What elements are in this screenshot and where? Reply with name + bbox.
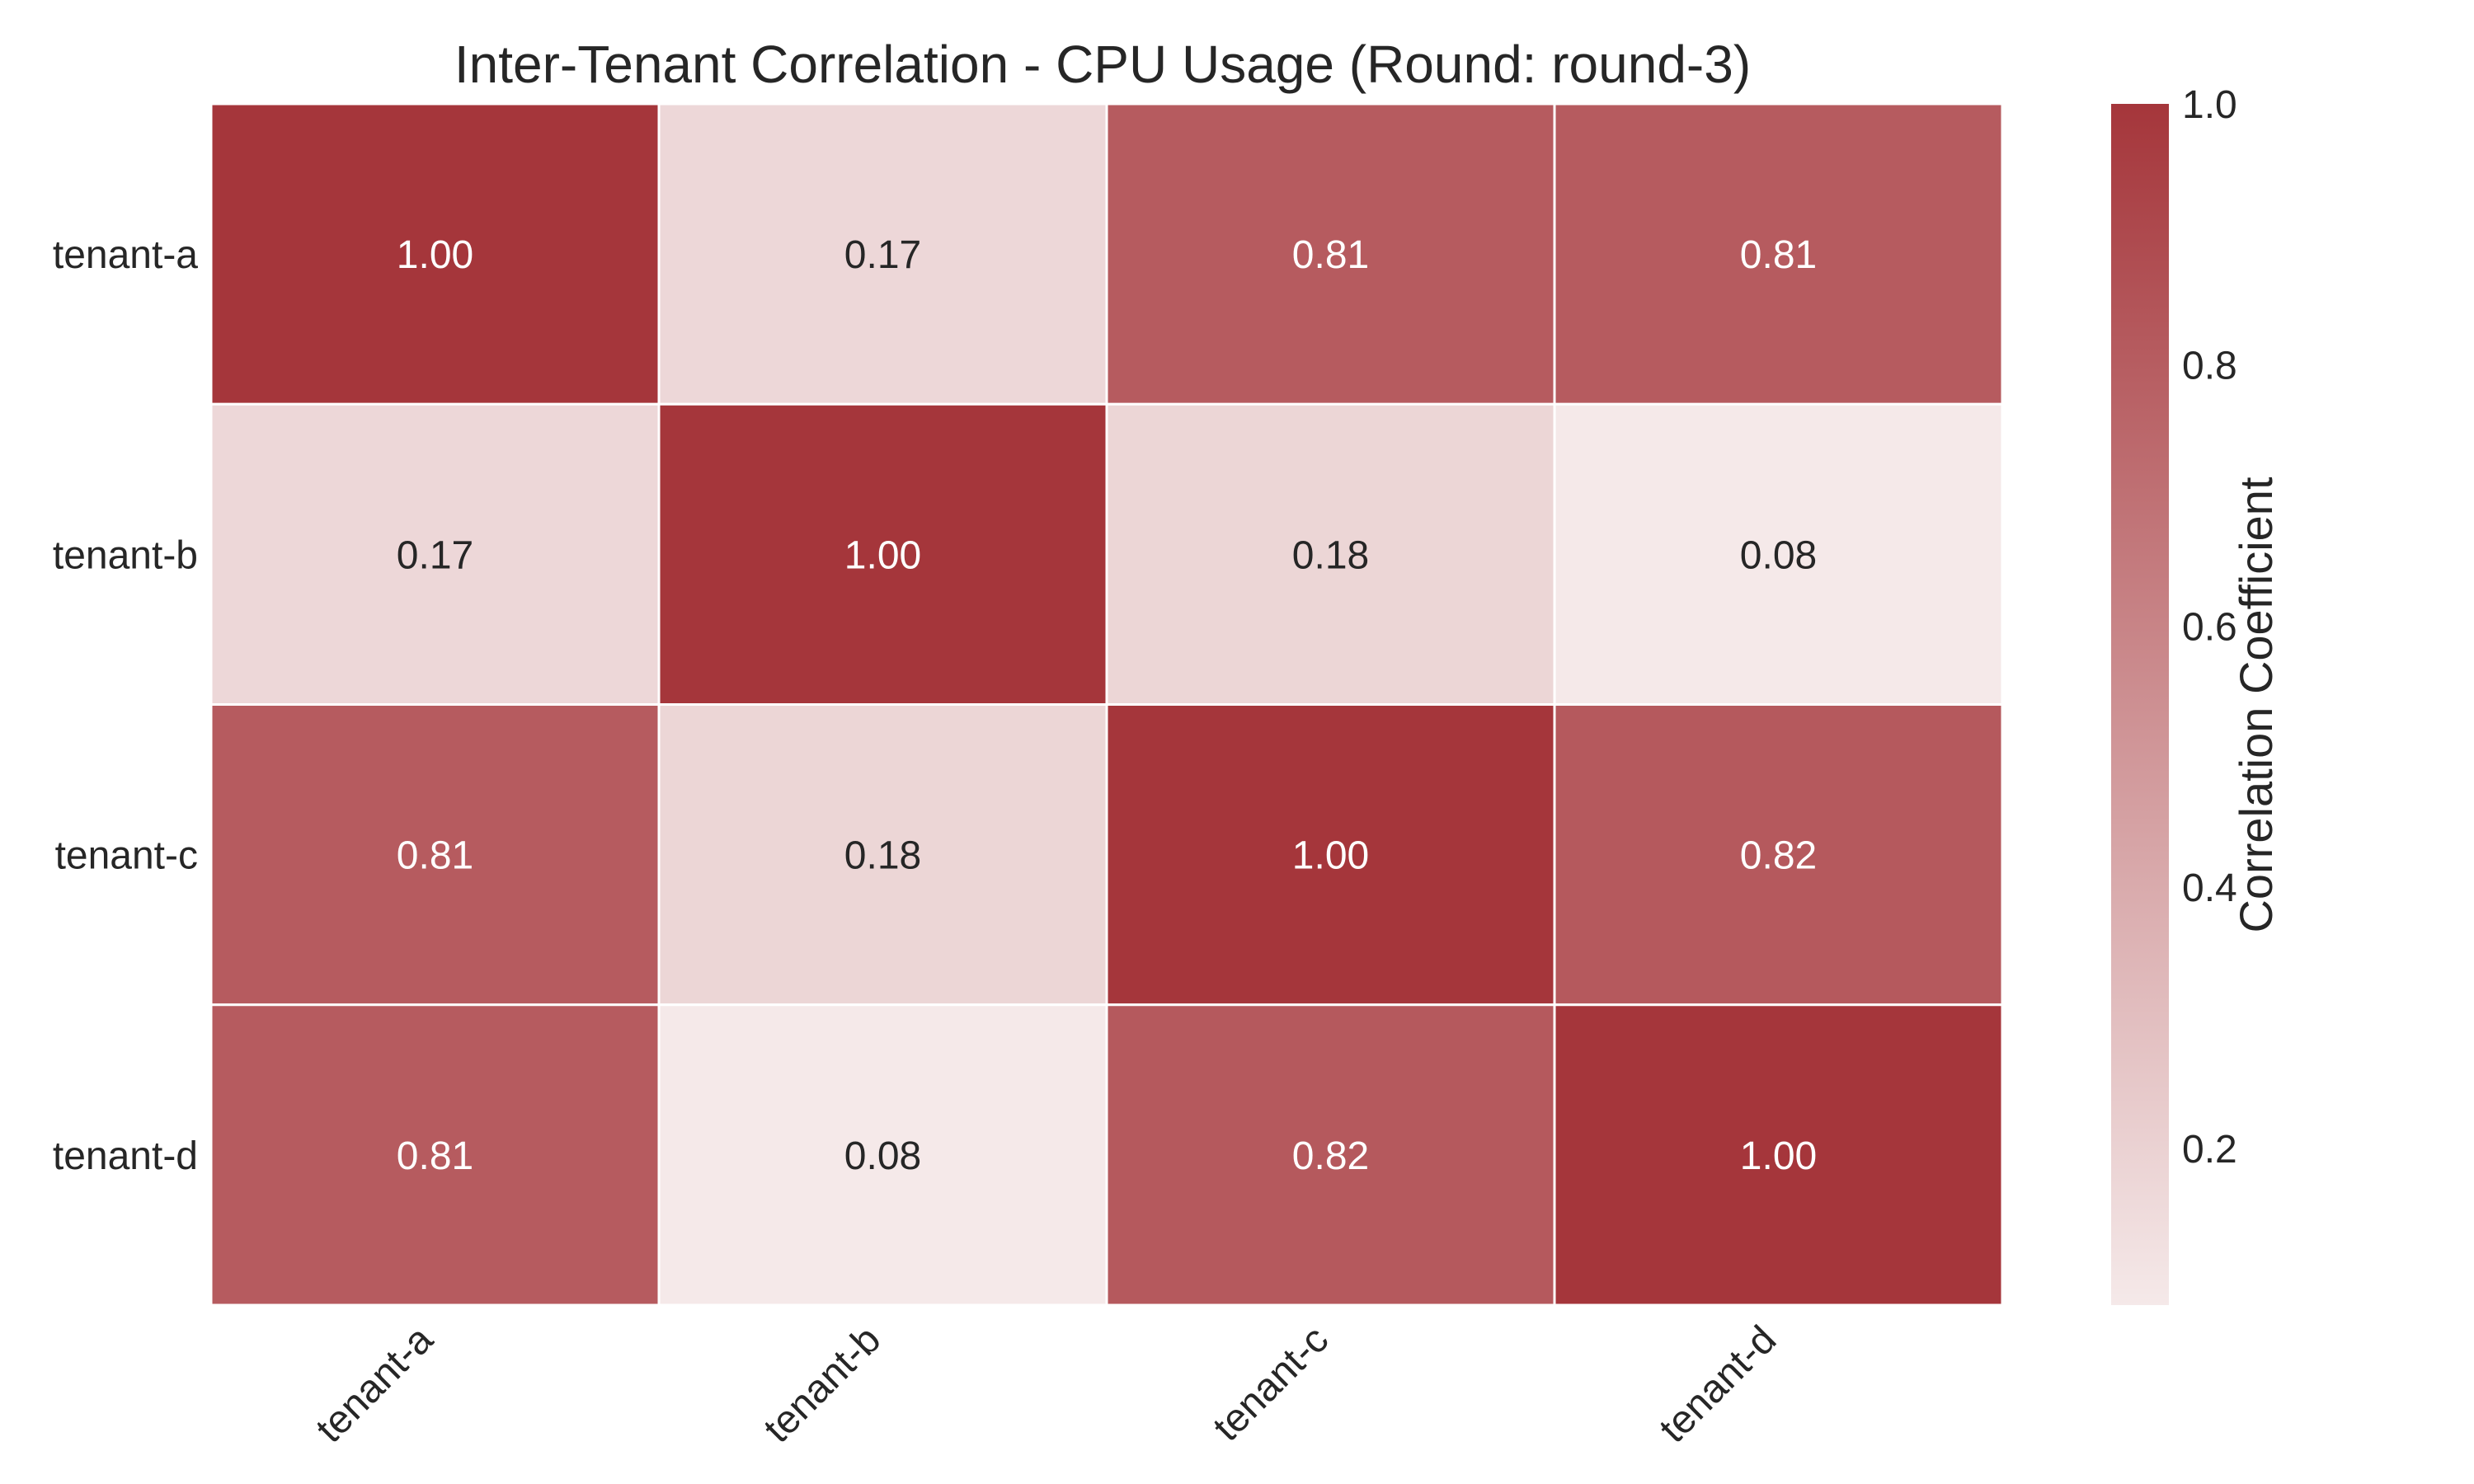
- cell-value-label: 0.81: [397, 1134, 473, 1178]
- cell-value-label: 0.81: [397, 834, 473, 878]
- colorbar-tick-label: 0.2: [2182, 1128, 2237, 1172]
- heatmap-cell-tenant-a-tenant-b: [657, 102, 1108, 406]
- cell-value-label: 0.82: [1740, 834, 1817, 878]
- cell-value-label: 0.17: [397, 533, 473, 577]
- cell-value-label: 0.08: [844, 1134, 921, 1178]
- heatmap-cell-tenant-b-tenant-c: [1105, 402, 1556, 706]
- row-tick-labels: tenant-a tenant-b tenant-c tenant-d: [53, 233, 198, 1178]
- column-tick-labels: tenant-a tenant-b tenant-c tenant-d: [308, 1317, 1785, 1451]
- heatmap-cells: 1.00 0.17 0.81 0.81 0.17 1.00 0.18 0.08 0.81 0.18…: [209, 102, 2004, 1307]
- cell-value-label: 0.08: [1740, 533, 1817, 577]
- cell-value-label: 1.00: [844, 533, 921, 577]
- row-tick-label: tenant-d: [53, 1134, 198, 1178]
- colorbar-tick-label: 0.6: [2182, 605, 2237, 649]
- cell-value-label: 0.81: [1292, 233, 1369, 277]
- heatmap-cell-tenant-d-tenant-c: [1105, 1003, 1556, 1307]
- heatmap-cell-tenant-c-tenant-b: [657, 703, 1108, 1007]
- chart-title: Inter-Tenant Correlation - CPU Usage (Ro…: [454, 35, 1751, 94]
- heatmap-cell-tenant-d-tenant-d: [1553, 1003, 2004, 1307]
- colorbar-tick-label: 1.0: [2182, 83, 2237, 127]
- colorbar-tick-label: 0.8: [2182, 345, 2237, 388]
- colorbar: 0.2 0.4 0.6 0.8 1.0: [2111, 83, 2237, 1305]
- cell-value-label: 1.00: [397, 233, 473, 277]
- column-tick-label: tenant-a: [308, 1317, 441, 1451]
- heatmap-cell-tenant-d-tenant-b: [657, 1003, 1108, 1307]
- cell-value-label: 0.82: [1292, 1134, 1369, 1178]
- colorbar-label: Correlation Coefficient: [2230, 477, 2282, 932]
- heatmap-cell-tenant-c-tenant-d: [1553, 703, 2004, 1007]
- cell-value-label: 0.17: [844, 233, 921, 277]
- cell-value-label: 0.18: [1292, 533, 1369, 577]
- row-tick-label: tenant-c: [55, 834, 198, 878]
- colorbar-gradient: [2111, 104, 2169, 1305]
- row-tick-label: tenant-b: [53, 533, 198, 577]
- heatmap-cell-tenant-a-tenant-c: [1105, 102, 1556, 406]
- heatmap-cell-tenant-b-tenant-d: [1553, 402, 2004, 706]
- column-tick-label: tenant-d: [1651, 1317, 1785, 1451]
- row-tick-label: tenant-a: [53, 233, 198, 277]
- column-tick-label: tenant-b: [755, 1317, 889, 1451]
- cell-value-label: 0.18: [844, 834, 921, 878]
- colorbar-tick-label: 0.4: [2182, 866, 2237, 910]
- heatmap-cell-tenant-d-tenant-a: [209, 1003, 661, 1307]
- heatmap-cell-tenant-b-tenant-b: [657, 402, 1108, 706]
- cell-value-label: 0.81: [1740, 233, 1817, 277]
- cell-value-label: 1.00: [1740, 1134, 1817, 1178]
- heatmap-cell-tenant-b-tenant-a: [209, 402, 661, 706]
- column-tick-label: tenant-c: [1205, 1317, 1337, 1449]
- heatmap-cell-tenant-a-tenant-a: [209, 102, 661, 406]
- heatmap-cell-tenant-a-tenant-d: [1553, 102, 2004, 406]
- cell-value-label: 1.00: [1292, 834, 1369, 878]
